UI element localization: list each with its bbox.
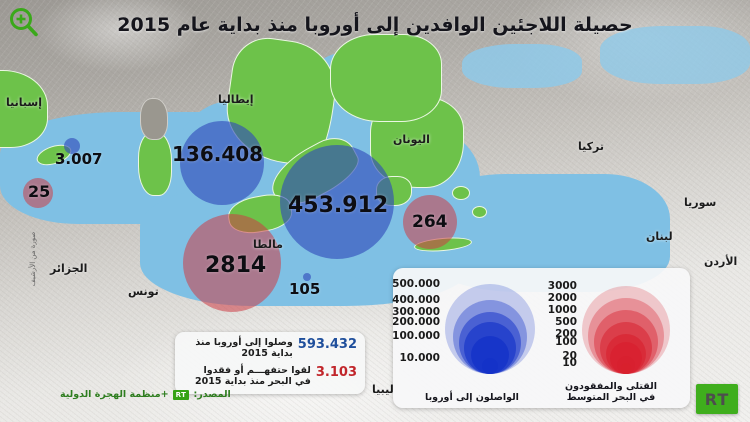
map-bubble-value: 3.007	[55, 150, 103, 168]
deaths-summary-text: لقوا حتفهـــم أو فقدوا في البحر منذ بداي…	[195, 364, 311, 388]
map-bubble-arrivals	[303, 273, 311, 281]
country-label: اليونان	[393, 133, 430, 146]
legend-caption-deaths-line2: في البحر المتوسط	[566, 392, 656, 404]
map-bubble-value: 136.408	[172, 142, 264, 166]
country-label: تونس	[128, 285, 159, 298]
map-bubble-deaths	[183, 214, 281, 312]
legend-tick-label: 300.000	[392, 306, 440, 318]
map-bubble-value: 105	[289, 280, 321, 298]
map-bubble-deaths	[403, 195, 457, 249]
arrivals-summary-text: وصلوا إلى أوروبا منذ بداية 2015	[195, 337, 293, 360]
source-organization: +منظمة الهجرة الدولية	[60, 389, 169, 400]
legend-tick-label: 10	[562, 357, 577, 369]
map-bubble-arrivals	[180, 121, 264, 205]
legend-column-deaths: 3000 2000 1000 500 200 100 20 10 القتلى والمفقو…	[540, 268, 682, 408]
country-label: ليبيا	[372, 383, 394, 396]
arrivals-summary-line2: بداية 2015	[241, 347, 293, 359]
arrivals-total: 593.432	[297, 337, 357, 352]
legend-tick-label: 500	[555, 316, 577, 328]
page-title: حصيلة اللاجئين الوافدين إلى أوروبا منذ ب…	[117, 14, 633, 36]
source-label: المصدر:	[193, 389, 231, 400]
legend-tick-label: 10.000	[399, 352, 440, 364]
zoom-in-icon[interactable]	[7, 6, 41, 40]
legend-scale-arrivals: 500.000 400.000 300.000 200.000 100.000 10.00…	[392, 278, 537, 374]
legend-tick-label: 400.000	[392, 294, 440, 306]
landmass-rhodes	[472, 206, 487, 218]
country-label: إسبانيا	[6, 96, 42, 109]
legend-tick-label: 2000	[547, 292, 577, 304]
rt-watermark-text: RT	[704, 389, 730, 409]
legend-caption-arrivals-line1: الواصلون إلى أوروبا	[425, 392, 519, 404]
map-bubble-value: 25	[28, 182, 51, 201]
legend-ring	[620, 363, 632, 374]
landmass-balkans-green	[330, 34, 442, 122]
country-label: إيطاليا	[218, 93, 254, 106]
legend-tick-label: 500.000	[392, 278, 440, 290]
map-bubble-value: 2814	[205, 253, 267, 278]
landmass-corsica	[140, 98, 168, 140]
map-bubble-value: 264	[412, 212, 448, 232]
map-bubble-value: 453.912	[288, 193, 389, 218]
legend-caption-deaths: القتلى والمفقودون في البحر المتوسط	[540, 381, 682, 404]
landmass-aegean-islands	[452, 186, 470, 200]
country-label: الأردن	[704, 255, 738, 268]
arrivals-summary-row: 593.432 وصلوا إلى أوروبا منذ بداية 2015	[183, 337, 357, 360]
archive-credit: صورة من الأرشيف	[29, 231, 37, 287]
country-label: مالطا	[253, 238, 283, 251]
legend-caption-arrivals: الواصلون إلى أوروبا	[399, 392, 545, 404]
arrivals-summary-line1: وصلوا إلى أوروبا منذ	[195, 337, 293, 348]
deaths-summary-line1: لقوا حتفهـــم أو فقدوا	[203, 364, 311, 376]
summary-panel: 593.432 وصلوا إلى أوروبا منذ بداية 2015 …	[175, 332, 365, 394]
legend-tick-label: 20	[562, 350, 577, 362]
legend-column-arrivals: 500.000 400.000 300.000 200.000 100.000 10.00…	[392, 268, 545, 408]
north-sea-patch	[462, 44, 582, 88]
source-attribution: المصدر: RT +منظمة الهجرة الدولية	[60, 389, 235, 400]
legend-tick-label: 3000	[547, 280, 577, 292]
map-bubble-deaths	[23, 178, 53, 208]
black-sea-patch	[600, 26, 750, 84]
rt-badge-icon: RT	[172, 389, 190, 400]
legend-caption-deaths-line1: القتلى والمفقودون	[565, 380, 657, 392]
rt-watermark-icon: RT	[696, 384, 738, 414]
deaths-total: 3.103	[315, 364, 357, 380]
legend-tick-label: 100.000	[392, 330, 440, 342]
country-label: الجزائر	[50, 262, 88, 275]
legend-tick-label: 1000	[547, 304, 577, 316]
map-bubble-arrivals	[64, 138, 80, 154]
country-label: سوريا	[684, 196, 717, 209]
legend-tick-label: 100	[555, 336, 577, 348]
country-label: تركيا	[578, 140, 604, 153]
country-label: لبنان	[646, 230, 673, 243]
legend-panel: 3000 2000 1000 500 200 100 20 10 القتلى والمفقو…	[392, 268, 690, 408]
map-bubble-arrivals	[280, 145, 394, 259]
deaths-summary-line2: في البحر منذ بداية 2015	[195, 375, 311, 387]
legend-tick-label: 200	[555, 328, 577, 340]
legend-ring	[482, 358, 498, 374]
landmass-sardinia	[138, 132, 172, 196]
legend-tick-label: 200.000	[392, 316, 440, 328]
legend-scale-deaths: 3000 2000 1000 500 200 100 20 10	[548, 278, 672, 374]
deaths-summary-row: 3.103 لقوا حتفهـــم أو فقدوا في البحر من…	[183, 364, 357, 388]
